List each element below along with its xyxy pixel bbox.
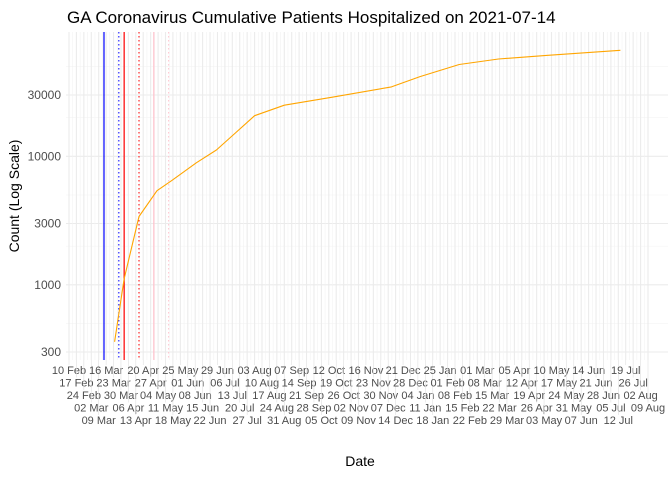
- x-tick-label: 01 Jun: [171, 378, 204, 390]
- x-tick-label: 06 Apr: [112, 403, 144, 415]
- y-tick-label: 300: [41, 345, 61, 359]
- y-tick-label: 3000: [34, 217, 61, 231]
- x-tick-label: 10 May: [533, 365, 570, 377]
- x-tick-label: 22 Mar: [482, 403, 517, 415]
- x-tick-label: 08 Jun: [179, 390, 212, 402]
- x-tick-label: 16 Nov: [348, 365, 383, 377]
- x-tick-label: 21 Jun: [580, 378, 613, 390]
- x-tick-label: 16 Mar: [89, 365, 124, 377]
- x-tick-label: 03 May: [526, 415, 563, 427]
- x-tick-label: 19 Jul: [611, 365, 640, 377]
- x-tick-label: 15 Feb: [445, 403, 479, 415]
- x-tick-label: 05 Apr: [498, 365, 530, 377]
- x-tick-label: 30 Nov: [363, 390, 398, 402]
- x-tick-label: 17 May: [541, 378, 578, 390]
- y-tick-label: 1000: [34, 278, 61, 292]
- x-tick-label: 22 Feb: [453, 415, 487, 427]
- x-tick-label: 03 Aug: [237, 365, 271, 377]
- x-tick-label: 01 Mar: [460, 365, 495, 377]
- x-tick-label: 11 May: [148, 403, 184, 415]
- x-tick-label: 28 Dec: [393, 378, 428, 390]
- x-tick-label: 28 Sep: [297, 403, 332, 415]
- x-tick-label: 13 Jul: [218, 390, 247, 402]
- x-tick-label: 12 Oct: [313, 365, 345, 377]
- x-tick-label: 20 Apr: [127, 365, 159, 377]
- x-tick-label: 23 Mar: [96, 378, 131, 390]
- x-tick-label: 26 Apr: [521, 403, 553, 415]
- x-tick-label: 14 Jun: [572, 365, 605, 377]
- x-tick-label: 12 Jul: [604, 415, 633, 427]
- x-tick-label: 02 Aug: [623, 390, 657, 402]
- x-tick-label: 25 Jan: [424, 365, 457, 377]
- x-tick-label: 15 Mar: [475, 390, 510, 402]
- x-tick-label: 07 Jun: [565, 415, 598, 427]
- x-tick-label: 02 Nov: [334, 403, 369, 415]
- x-tick-label: 29 Mar: [490, 415, 525, 427]
- x-tick-label: 26 Oct: [327, 390, 359, 402]
- x-tick-label: 24 Feb: [67, 390, 101, 402]
- x-tick-label: 18 May: [155, 415, 192, 427]
- x-tick-label: 19 Apr: [513, 390, 545, 402]
- x-tick-label: 08 Mar: [468, 378, 503, 390]
- gridlines: [66, 32, 668, 360]
- x-tick-label: 02 Mar: [74, 403, 109, 415]
- x-tick-label: 04 May: [140, 390, 177, 402]
- y-tick-label: 10000: [28, 149, 62, 163]
- x-tick-label: 05 Oct: [305, 415, 337, 427]
- x-tick-label: 19 Oct: [320, 378, 352, 390]
- x-tick-label: 22 Jun: [194, 415, 227, 427]
- x-tick-label: 10 Aug: [245, 378, 279, 390]
- x-axis-label: Date: [345, 453, 375, 469]
- x-tick-label: 29 Jun: [201, 365, 234, 377]
- x-tick-label: 09 Aug: [631, 403, 665, 415]
- x-tick-label: 13 Apr: [120, 415, 152, 427]
- x-tick-label: 14 Sep: [282, 378, 317, 390]
- x-tick-label: 01 Feb: [430, 378, 464, 390]
- x-tick-label: 23 Nov: [356, 378, 391, 390]
- x-tick-label: 27 Jul: [232, 415, 261, 427]
- x-tick-label: 09 Nov: [341, 415, 376, 427]
- x-tick-label: 07 Sep: [274, 365, 309, 377]
- x-tick-label: 25 May: [162, 365, 199, 377]
- x-tick-label: 18 Jan: [416, 415, 449, 427]
- x-tick-label: 17 Aug: [252, 390, 286, 402]
- x-tick-label: 21 Sep: [289, 390, 324, 402]
- x-tick-label: 17 Feb: [59, 378, 93, 390]
- x-tick-label: 24 May: [548, 390, 585, 402]
- x-tick-label: 04 Jan: [401, 390, 434, 402]
- x-tick-label: 06 Jul: [210, 378, 239, 390]
- x-tick-label: 21 Dec: [386, 365, 421, 377]
- x-tick-label: 11 Jan: [409, 403, 441, 415]
- y-axis-label: Count (Log Scale): [6, 140, 22, 253]
- x-tick-label: 12 Apr: [506, 378, 538, 390]
- x-tick-label: 10 Feb: [52, 365, 86, 377]
- x-tick-label: 24 Aug: [260, 403, 294, 415]
- x-tick-label: 20 Jul: [225, 403, 254, 415]
- x-tick-label: 28 Jun: [587, 390, 620, 402]
- y-axis: 300 1000 3000 10000 30000: [28, 88, 62, 359]
- x-tick-label: 30 Mar: [104, 390, 139, 402]
- chart-title: GA Coronavirus Cumulative Patients Hospi…: [67, 8, 556, 27]
- series-layer: [114, 49, 621, 342]
- x-tick-label: 27 Apr: [135, 378, 167, 390]
- x-tick-label: 26 Jul: [618, 378, 647, 390]
- series-line: [114, 49, 621, 342]
- y-tick-label: 30000: [28, 88, 62, 102]
- x-tick-label: 14 Dec: [378, 415, 413, 427]
- x-tick-label: 05 Jul: [596, 403, 625, 415]
- x-tick-label: 15 Jun: [186, 403, 219, 415]
- x-tick-label: 31 May: [556, 403, 593, 415]
- x-tick-label: 07 Dec: [371, 403, 406, 415]
- x-tick-label: 31 Aug: [267, 415, 301, 427]
- x-tick-label: 09 Mar: [82, 415, 117, 427]
- x-tick-label: 08 Feb: [438, 390, 472, 402]
